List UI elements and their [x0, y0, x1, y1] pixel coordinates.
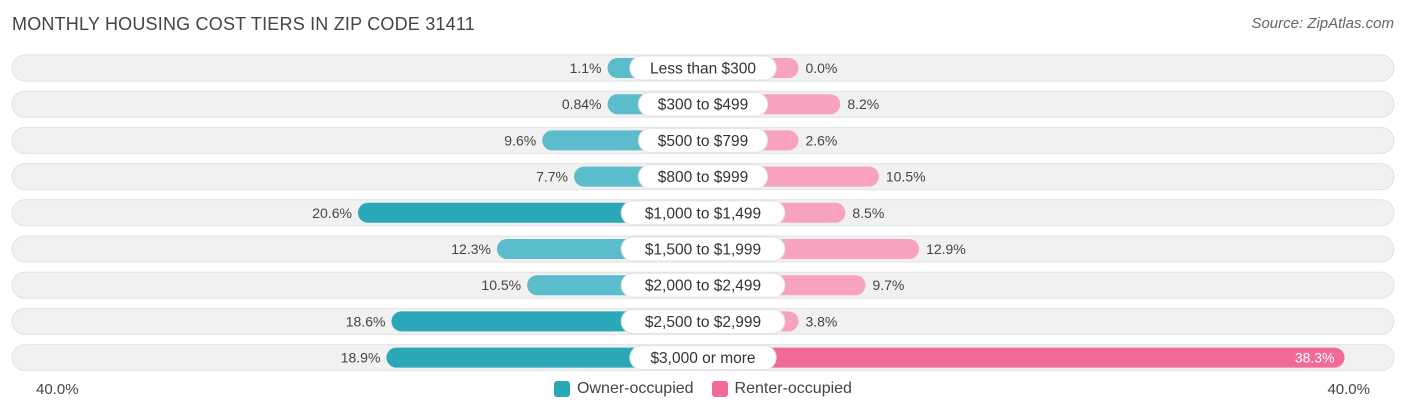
owner-value-label: 18.6% — [346, 313, 386, 329]
category-pill — [637, 127, 769, 153]
category-label: $800 to $999 — [658, 169, 749, 186]
chart-title: MONTHLY HOUSING COST TIERS IN ZIP CODE 3… — [12, 14, 475, 34]
category-pill — [620, 200, 786, 226]
renter-value-label: 8.5% — [852, 205, 884, 221]
legend: Owner-occupied Renter-occupied — [0, 380, 1406, 398]
owner-value-label: 9.6% — [504, 132, 536, 148]
category-pill — [620, 308, 786, 334]
category-label: Less than $300 — [650, 61, 756, 78]
renter-value-label: 0.0% — [805, 60, 837, 76]
owner-value-label: 1.1% — [570, 60, 602, 76]
category-label: $500 to $799 — [658, 133, 749, 150]
renter-value-label: 8.2% — [847, 96, 879, 112]
owner-value-label: 12.3% — [451, 241, 491, 257]
category-pill — [637, 91, 769, 117]
owner-bar — [357, 202, 703, 223]
owner-value-label: 20.6% — [312, 205, 352, 221]
owner-value-label: 7.7% — [536, 169, 568, 185]
category-label: $1,000 to $1,499 — [645, 205, 761, 222]
axis-right-label: 40.0% — [1327, 381, 1370, 398]
legend-label-renter: Renter-occupied — [734, 380, 852, 397]
renter-value-label: 9.7% — [872, 277, 904, 293]
legend-swatch-owner — [554, 381, 571, 397]
renter-value-label: 12.9% — [926, 241, 966, 257]
category-pill — [620, 236, 786, 262]
category-label: $1,500 to $1,999 — [645, 242, 761, 259]
category-pill — [629, 345, 777, 371]
chart-area: Less than $300 1.1% 0.0% $300 to $499 0.84% 8… — [11, 54, 1395, 372]
source-label: Source: ZipAtlas.com — [1251, 15, 1394, 32]
renter-value-label: 38.3% — [1295, 350, 1335, 366]
renter-value-label: 2.6% — [805, 132, 837, 148]
renter-bar — [703, 347, 1345, 368]
category-label: $300 to $499 — [658, 97, 749, 114]
category-label: $2,500 to $2,999 — [645, 314, 761, 331]
legend-swatch-renter — [711, 381, 728, 397]
legend-label-owner: Owner-occupied — [577, 380, 694, 397]
owner-value-label: 10.5% — [481, 277, 521, 293]
category-pill — [620, 272, 786, 298]
renter-value-label: 3.8% — [805, 313, 837, 329]
category-pill — [637, 164, 769, 190]
owner-value-label: 18.9% — [341, 350, 381, 366]
renter-value-label: 10.5% — [886, 169, 926, 185]
axis-left-label: 40.0% — [36, 381, 79, 398]
owner-value-label: 0.84% — [562, 96, 602, 112]
owner-bar — [386, 347, 703, 368]
category-label: $2,000 to $2,499 — [645, 278, 761, 295]
legend-item-renter[interactable]: Renter-occupied — [711, 380, 852, 398]
legend-item-owner[interactable]: Owner-occupied — [554, 380, 694, 398]
category-label: $3,000 or more — [650, 350, 755, 367]
category-pill — [629, 55, 777, 81]
